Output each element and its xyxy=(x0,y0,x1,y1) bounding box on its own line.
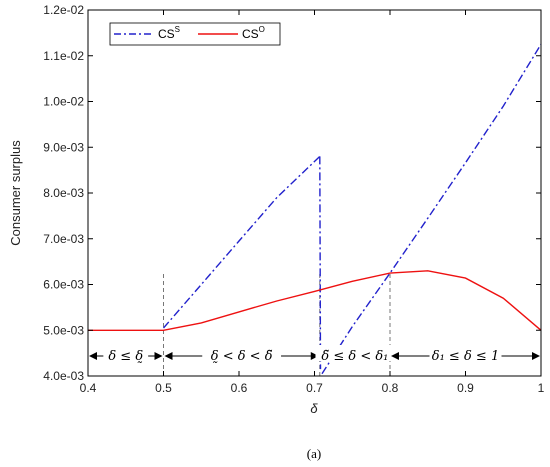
y-axis-ticks: 4.0e-03 5.0e-03 6.0e-03 7.0e-03 8.0e-03 9.0e-… xyxy=(43,3,541,383)
region-arrow-head-left xyxy=(164,352,173,360)
region-label: δ̃ ≤ δ < δ₁ xyxy=(321,349,388,364)
y-tick-label: 1.1e-02 xyxy=(43,49,84,63)
y-tick-label: 6.0e-03 xyxy=(43,278,84,292)
series-line-cs-s xyxy=(162,155,321,329)
region-arrow-head-right xyxy=(532,352,540,360)
y-tick-label: 9.0e-03 xyxy=(43,140,84,154)
region-label-bg xyxy=(103,345,149,361)
figure-caption: (a) xyxy=(307,446,321,461)
x-tick-label: 0.4 xyxy=(80,381,97,395)
region-arrow-head-left xyxy=(89,352,97,360)
region-label-bg xyxy=(315,345,395,361)
x-axis-ticks: 0.4 0.5 0.6 0.7 0.8 0.9 1 xyxy=(80,10,545,395)
legend-label-cs-o: CSO xyxy=(242,25,265,41)
x-tick-label: 0.9 xyxy=(457,381,474,395)
legend-label-cs-s: CSS xyxy=(158,25,180,41)
y-axis-title: Consumer surplus xyxy=(8,140,23,246)
region-arrow-head-right xyxy=(154,352,163,360)
x-tick-label: 0.8 xyxy=(382,381,399,395)
y-tick-label: 8.0e-03 xyxy=(43,186,84,200)
plot-frame xyxy=(87,9,542,377)
y-tick-label: 4.0e-03 xyxy=(43,369,84,383)
x-tick-label: 0.6 xyxy=(231,381,248,395)
x-axis-title: δ xyxy=(310,401,318,416)
series-line-cs-s xyxy=(319,156,322,370)
region-label-bg xyxy=(429,345,502,361)
region-arrow-head-left xyxy=(391,352,399,360)
y-tick-label: 7.0e-03 xyxy=(43,232,84,246)
y-tick-label: 5.0e-03 xyxy=(43,323,84,337)
legend: CSS CSO xyxy=(109,22,281,46)
x-tick-label: 0.5 xyxy=(155,381,172,395)
y-tick-label: 1.0e-02 xyxy=(43,95,84,109)
series-line-cs-o xyxy=(88,270,542,331)
y-tick-label: 1.2e-02 xyxy=(43,3,84,17)
region-label-bg xyxy=(202,345,282,361)
x-tick-label: 1 xyxy=(538,381,545,395)
region-arrow-head-right xyxy=(310,352,319,360)
region-label: δ₁ ≤ δ ≤ 1 xyxy=(432,349,499,364)
plot-content: δ ≤ δ̰ δ̰ < δ < δ̃ δ̃ ≤ δ < δ₁ δ₁ ≤ δ ≤ 1 xyxy=(88,43,542,376)
legend-box xyxy=(109,22,281,46)
x-tick-label: 0.7 xyxy=(306,381,323,395)
series-line-cs-s xyxy=(321,43,542,375)
region-label: δ̰ < δ < δ̃ xyxy=(211,349,273,364)
region-label: δ ≤ δ̰ xyxy=(108,349,143,364)
